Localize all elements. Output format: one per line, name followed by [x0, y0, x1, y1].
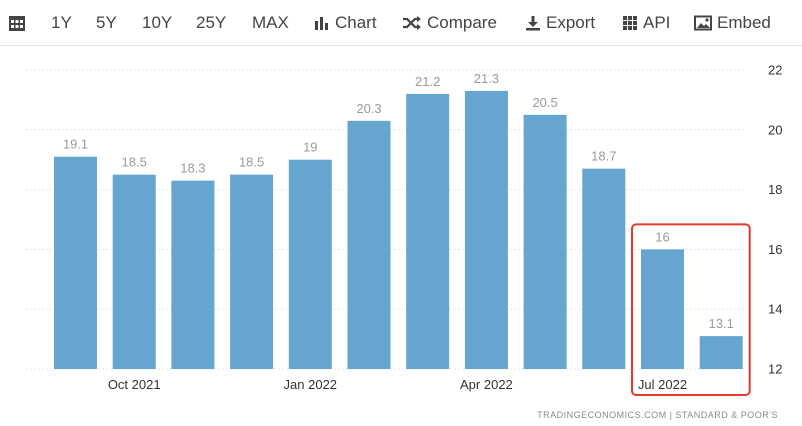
y-axis: 12 14 16 18 20 22 — [768, 63, 782, 377]
chart-button[interactable]: Chart — [314, 12, 377, 34]
y-tick-label: 22 — [768, 63, 782, 78]
range-max-label: MAX — [252, 13, 289, 32]
data-label: 18.7 — [591, 149, 616, 164]
image-icon — [694, 15, 712, 31]
bar[interactable] — [54, 156, 97, 369]
highlight-box — [631, 223, 751, 396]
grid-icon — [622, 15, 638, 31]
calendar-icon — [8, 14, 26, 32]
range-max-button[interactable]: MAX — [252, 12, 289, 34]
range-5y-label: 5Y — [96, 13, 117, 32]
bar-chart: 19.1 18.5 18.3 18.5 19 20.3 21.2 21.3 20.5 18.7 16… — [26, 63, 782, 396]
api-button-label: API — [643, 13, 671, 32]
source-attribution: TRADINGECONOMICS.COM | STANDARD & POOR'S — [537, 410, 778, 420]
export-button-label: Export — [546, 13, 596, 32]
data-label: 19.1 — [63, 137, 88, 152]
bar[interactable] — [699, 336, 743, 369]
bar[interactable] — [347, 120, 391, 369]
data-label: 18.3 — [180, 161, 205, 176]
download-icon — [525, 15, 541, 31]
x-tick-label: Jan 2022 — [284, 377, 338, 392]
bar[interactable] — [464, 90, 508, 370]
y-tick-label: 12 — [768, 362, 782, 377]
toolbar: 1Y 5Y 10Y 25Y MAX Chart Compare Export A… — [0, 0, 802, 46]
bar-chart-icon — [314, 15, 330, 31]
compare-button[interactable]: Compare — [402, 12, 497, 34]
shuffle-icon — [402, 15, 422, 31]
x-tick-label: Jul 2022 — [638, 377, 687, 392]
bar[interactable] — [523, 114, 567, 369]
range-1y-label: 1Y — [51, 13, 72, 32]
bar[interactable] — [112, 174, 156, 369]
bar[interactable] — [406, 93, 450, 370]
bar[interactable] — [230, 174, 274, 369]
data-labels: 19.1 18.5 18.3 18.5 19 20.3 21.2 21.3 20.5 18.7 16… — [63, 71, 734, 331]
y-tick-label: 18 — [768, 182, 782, 197]
export-button[interactable]: Export — [525, 12, 595, 34]
range-25y-label: 25Y — [196, 13, 227, 32]
chart-button-label: Chart — [335, 13, 377, 32]
calendar-button[interactable] — [8, 12, 31, 34]
x-axis: Oct 2021 Jan 2022 Apr 2022 Jul 2022 — [108, 377, 687, 392]
range-25y-button[interactable]: 25Y — [196, 12, 226, 34]
data-label: 18.5 — [239, 155, 264, 170]
data-label: 21.2 — [415, 74, 440, 89]
range-10y-button[interactable]: 10Y — [142, 12, 172, 34]
api-button[interactable]: API — [622, 12, 670, 34]
data-label: 16 — [655, 229, 669, 244]
data-label: 19 — [303, 140, 317, 155]
x-tick-label: Apr 2022 — [460, 377, 513, 392]
bar[interactable] — [171, 180, 215, 369]
data-label: 13.1 — [709, 316, 734, 331]
range-1y-button[interactable]: 1Y — [51, 12, 72, 34]
highlight-rectangle — [631, 223, 751, 396]
embed-button-label: Embed — [717, 13, 771, 32]
data-label: 20.5 — [532, 95, 557, 110]
bar[interactable] — [288, 159, 332, 369]
bar[interactable] — [582, 168, 626, 369]
data-label: 18.5 — [122, 155, 147, 170]
x-tick-label: Oct 2021 — [108, 377, 161, 392]
compare-button-label: Compare — [427, 13, 497, 32]
bar[interactable] — [641, 249, 684, 369]
y-tick-label: 20 — [768, 122, 782, 137]
range-5y-button[interactable]: 5Y — [96, 12, 117, 34]
embed-button[interactable]: Embed — [694, 12, 771, 34]
bar-series — [54, 90, 743, 370]
y-tick-label: 16 — [768, 242, 782, 257]
y-tick-label: 14 — [768, 302, 782, 317]
data-label: 20.3 — [356, 101, 381, 116]
data-label: 21.3 — [474, 71, 499, 86]
range-10y-label: 10Y — [142, 13, 173, 32]
